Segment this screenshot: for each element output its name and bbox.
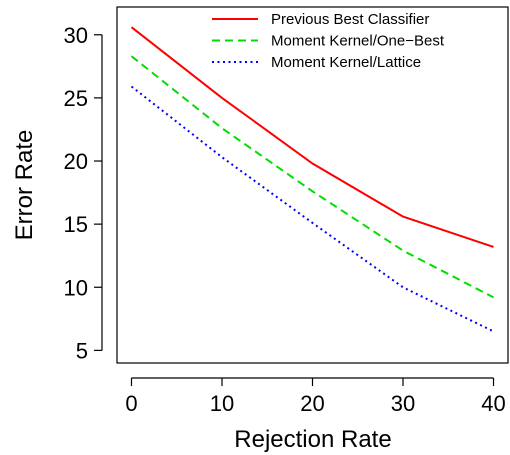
x-axis-title: Rejection Rate <box>234 426 391 453</box>
series-line-2 <box>130 55 494 299</box>
y-tick-label: 15 <box>64 212 88 237</box>
x-tick-label: 10 <box>210 391 234 416</box>
x-tick-label: 30 <box>391 391 415 416</box>
y-tick-label: 10 <box>64 275 88 300</box>
series-layer <box>130 26 494 333</box>
x-tick-label: 20 <box>300 391 324 416</box>
x-tick-label: 40 <box>481 391 505 416</box>
legend-label: Previous Best Classifier <box>271 11 429 28</box>
y-tick-label: 20 <box>64 149 88 174</box>
x-axis: 0 10 20 30 40 <box>125 377 506 416</box>
series-line-1 <box>130 26 494 248</box>
y-axis: 5 10 15 20 25 30 <box>64 23 103 363</box>
y-tick-label: 30 <box>64 23 88 48</box>
legend-label: Moment Kernel/One−Best <box>271 33 445 50</box>
y-tick-label: 25 <box>64 86 88 111</box>
y-tick-label: 5 <box>76 338 88 363</box>
series-line-3 <box>130 85 494 333</box>
legend: Previous Best Classifier Moment Kernel/On… <box>212 11 445 71</box>
y-axis-title: Error Rate <box>11 130 38 241</box>
plot-frame <box>116 6 509 364</box>
legend-label: Moment Kernel/Lattice <box>271 54 421 71</box>
x-tick-label: 0 <box>125 391 137 416</box>
